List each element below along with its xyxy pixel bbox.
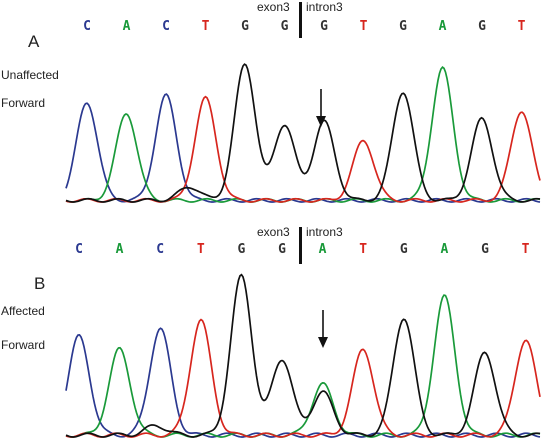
base-call: G [399, 19, 407, 34]
base-call: A [318, 242, 327, 257]
base-call: A [122, 19, 131, 34]
panel-letter-b: B [34, 274, 46, 293]
trace-t [65, 318, 541, 438]
base-call: C [162, 19, 170, 34]
panel-b: B Affected Forward exon3 intron3 C A C T G G A… [0, 222, 546, 446]
base-call: G [237, 242, 246, 257]
base-call: A [438, 19, 447, 34]
base-call: C [83, 19, 91, 34]
intron-label-a: intron3 [306, 0, 343, 14]
base-call: C [156, 242, 165, 257]
exon-intron-boundary-b [299, 227, 302, 264]
base-call: T [196, 242, 205, 257]
base-call: T [517, 19, 526, 34]
exon-label-b: exon3 [257, 225, 290, 239]
intron-label-b: intron3 [306, 225, 343, 239]
base-call: T [521, 242, 530, 257]
base-call: T [201, 19, 210, 34]
status-label-a: Unaffected [1, 68, 59, 82]
trace-c [65, 93, 541, 203]
mutation-arrow-b [318, 310, 328, 348]
exon-label-a: exon3 [257, 0, 290, 14]
base-call: G [278, 242, 286, 257]
base-call: G [478, 19, 486, 34]
base-call: G [320, 19, 328, 34]
base-call: T [359, 242, 368, 257]
trace-c [65, 327, 541, 438]
chromatogram-b [65, 273, 541, 438]
panel-letter-a: A [28, 32, 40, 51]
exon-intron-boundary-a [299, 2, 302, 38]
panel-a: A Unaffected Forward exon3 intron3 C A C T G… [0, 0, 546, 222]
base-call: G [481, 242, 489, 257]
trace-g [65, 273, 541, 438]
base-call: A [440, 242, 449, 257]
status-label-b: Affected [1, 304, 45, 318]
base-call: G [241, 19, 249, 34]
direction-label-a: Forward [1, 96, 46, 110]
mutation-arrow-a [316, 89, 326, 127]
base-call: G [399, 242, 408, 257]
trace-g [65, 63, 541, 203]
base-call: C [75, 242, 83, 257]
base-call: A [115, 242, 124, 257]
base-call: G [280, 19, 289, 34]
chromatogram-a [65, 63, 541, 203]
base-call: T [359, 19, 368, 34]
direction-label-b: Forward [1, 338, 46, 352]
